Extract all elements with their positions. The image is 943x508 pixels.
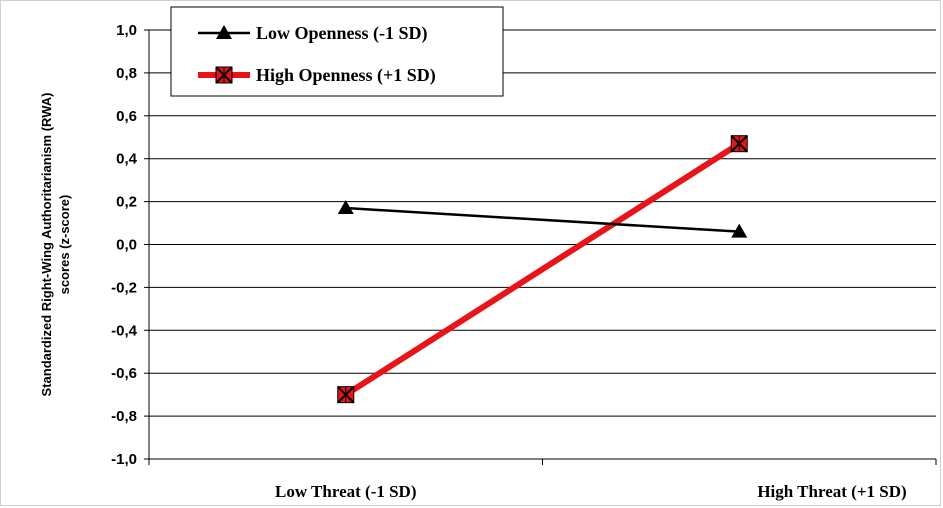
series-layer (337, 134, 748, 404)
triangle-marker (216, 25, 232, 39)
series-line (344, 141, 741, 398)
legend: Low Openness (-1 SD) High Openness (+1 SD… (170, 6, 504, 97)
series-high-openness (337, 134, 748, 404)
triangle-marker (337, 200, 354, 215)
y-axis-label-line1: Standardized Right-Wing Authoritarianism… (39, 93, 54, 397)
legend-label: High Openness (+1 SD) (256, 65, 436, 86)
series-line (345, 206, 740, 233)
x-tick-label: High Threat (+1 SD) (757, 482, 906, 501)
y-tick-label: 0,6 (116, 108, 137, 125)
y-tick-label: 0,8 (116, 65, 137, 82)
y-tick-label: 1,0 (116, 22, 137, 39)
y-tick-label: -0,4 (111, 322, 138, 339)
y-tick-label: -0,8 (111, 408, 137, 425)
y-tick-label: -0,2 (111, 279, 137, 296)
y-tick-label: 0,4 (116, 151, 138, 168)
x-axis-ticks: Low Threat (-1 SD) High Threat (+1 SD) (148, 459, 937, 501)
y-tick-label: 0,2 (116, 194, 137, 211)
x-tick-label: Low Threat (-1 SD) (275, 482, 417, 501)
legend-entry: High Openness (+1 SD) (198, 65, 436, 86)
triangle-marker (731, 223, 748, 238)
legend-entry: Low Openness (-1 SD) (198, 23, 428, 44)
series-low-openness (337, 200, 748, 238)
y-axis-ticks: -1,0 -0,8 -0,6 -0,4 -0,2 0,0 0,2 0,4 0,6 0,8 1,0 (111, 22, 149, 468)
y-axis-label-line2: scores (z-score) (57, 195, 72, 295)
y-tick-label: -0,6 (111, 365, 137, 382)
legend-label: Low Openness (-1 SD) (256, 23, 428, 44)
y-tick-label: 0,0 (116, 237, 137, 254)
y-tick-label: -1,0 (111, 451, 137, 468)
